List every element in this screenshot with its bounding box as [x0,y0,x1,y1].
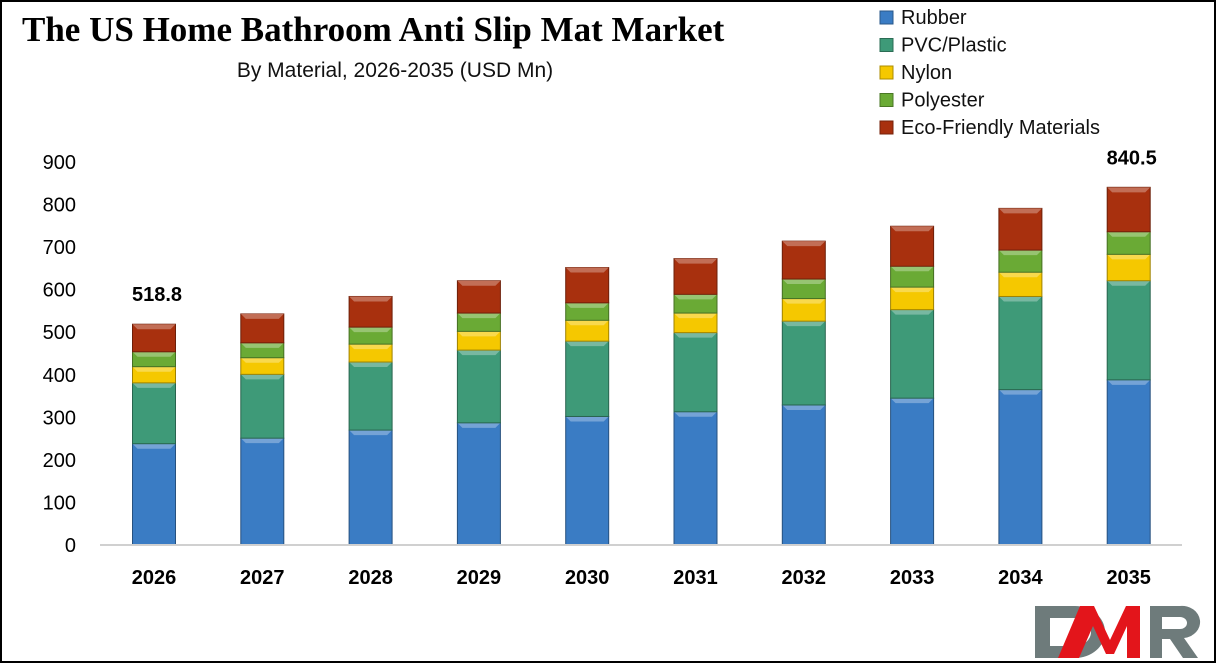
legend-item: Nylon [879,62,952,84]
bar-segment-eco-friendly-materials [348,295,393,328]
bar-segment-pvc-plastic [132,382,176,445]
bar-segment-nylon [348,343,393,363]
bar-segment-polyester [348,326,393,345]
bar-segment-nylon [240,357,285,375]
bar-segment-eco-friendly-materials [565,267,610,304]
bar-segment-rubber [348,429,393,546]
bar-segment-pvc-plastic [890,309,935,399]
bar-segment-pvc-plastic [781,320,826,406]
bar-segment-nylon [781,298,826,322]
bar-segment-eco-friendly-materials [240,313,285,344]
bar-segment-eco-friendly-materials [781,240,826,280]
bar-segment-pvc-plastic [1106,280,1151,381]
bar-segment-rubber [673,411,718,546]
bar-segment-rubber [1106,379,1151,546]
bar-segment-pvc-plastic [348,361,393,431]
bar-segment-rubber [456,422,501,546]
bar-segment-eco-friendly-materials [456,280,501,314]
y-axis: 0 100 200 300 400 500 600 700 800 900 [43,152,76,557]
bar-segment-nylon [998,271,1043,297]
bar-segment-eco-friendly-materials [998,207,1043,251]
legend-label: Nylon [901,62,952,84]
legend-label: Polyester [901,90,985,112]
bar-segment-polyester [240,342,285,359]
x-tick-label: 2029 [457,567,502,589]
legend: Rubber PVC/Plastic Nylon Polyester Eco-Frien… [879,7,1100,139]
bar-segment-polyester [565,302,610,321]
bar-segment-rubber [890,397,935,546]
x-axis: 2026 2027 2028 2029 2030 2031 2032 2033 2034 2035 [132,567,1151,589]
legend-swatch [879,120,894,135]
bars [132,186,1151,546]
total-label-2026: 518.8 [132,284,182,306]
legend-item: Rubber [879,7,967,29]
x-tick-label: 2030 [565,567,610,589]
bar-segment-pvc-plastic [240,373,285,439]
y-tick-label: 0 [65,535,76,557]
y-tick-label: 100 [43,492,76,514]
x-tick-label: 2032 [782,567,827,589]
bar-segment-polyester [456,312,501,332]
chart-subtitle: By Material, 2026-2035 (USD Mn) [237,59,553,82]
bar-segment-pvc-plastic [673,332,718,413]
bar-segment-polyester [781,278,826,300]
chart-title: The US Home Bathroom Anti Slip Mat Marke… [22,10,725,49]
y-tick-label: 900 [43,152,76,174]
bar-segment-pvc-plastic [565,340,610,417]
bar-segment-polyester [890,265,935,288]
legend-item: Polyester [879,90,985,112]
bar-segment-eco-friendly-materials [132,323,176,353]
legend-item: Eco-Friendly Materials [879,117,1100,139]
bar-segment-eco-friendly-materials [673,258,718,295]
y-tick-label: 200 [43,450,76,472]
x-tick-label: 2027 [240,567,285,589]
legend-label: Rubber [901,7,967,29]
x-tick-label: 2034 [998,567,1043,589]
legend-swatch [879,65,894,80]
legend-swatch [879,38,894,52]
bar-segment-polyester [132,351,176,368]
bar-segment-pvc-plastic [456,349,501,424]
y-tick-label: 800 [43,195,76,217]
bar-segment-eco-friendly-materials [890,225,935,267]
legend-swatch [879,10,894,25]
bar-segment-nylon [132,366,176,384]
bar-segment-nylon [1106,253,1151,282]
bar-segment-rubber [565,415,610,546]
bar-segment-nylon [673,312,718,334]
x-tick-label: 2035 [1106,567,1151,589]
bar-segment-rubber [240,437,285,546]
bar-segment-polyester [1106,231,1151,255]
bar-segment-nylon [890,286,935,311]
bar-segment-eco-friendly-materials [1106,186,1151,233]
bar-segment-nylon [456,330,501,351]
x-tick-label: 2031 [673,567,718,589]
legend-item: PVC/Plastic [879,35,1007,57]
bar-segment-nylon [565,319,610,342]
bar-segment-pvc-plastic [998,295,1043,391]
total-label-2035: 840.5 [1107,147,1157,169]
legend-swatch [879,93,894,107]
y-tick-label: 600 [43,280,76,302]
dmr-logo [1035,605,1201,658]
x-tick-label: 2026 [132,567,177,589]
y-tick-label: 700 [43,237,76,259]
x-tick-label: 2028 [348,567,393,589]
data-labels: 518.8 840.5 [132,147,1157,306]
legend-label: PVC/Plastic [901,35,1007,57]
legend-label: Eco-Friendly Materials [901,117,1100,139]
bar-segment-rubber [998,389,1043,546]
bar-segment-polyester [998,249,1043,273]
bar-segment-rubber [132,443,176,546]
bar-segment-polyester [673,293,718,314]
x-tick-label: 2033 [890,567,935,589]
y-tick-label: 400 [43,365,76,387]
y-tick-label: 300 [43,407,76,429]
bar-segment-rubber [781,404,826,546]
y-tick-label: 500 [43,322,76,344]
